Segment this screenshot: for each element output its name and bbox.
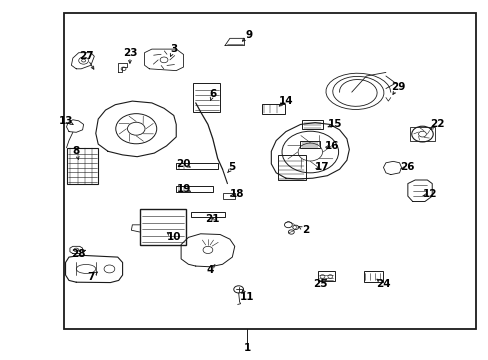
Text: 13: 13 xyxy=(59,116,74,126)
Bar xyxy=(176,163,217,168)
Text: 7: 7 xyxy=(87,272,94,282)
Bar xyxy=(317,271,334,282)
Text: 19: 19 xyxy=(176,184,190,194)
Text: 18: 18 xyxy=(229,189,244,199)
Text: 21: 21 xyxy=(205,215,220,224)
Text: 15: 15 xyxy=(327,120,341,129)
Bar xyxy=(222,193,234,199)
Text: 25: 25 xyxy=(312,279,326,289)
Bar xyxy=(300,140,319,148)
Text: 28: 28 xyxy=(71,248,86,258)
Text: 11: 11 xyxy=(239,292,254,302)
Bar xyxy=(64,13,475,329)
Text: 16: 16 xyxy=(325,141,339,151)
Text: 2: 2 xyxy=(301,225,308,235)
Text: 17: 17 xyxy=(315,162,329,172)
Text: 8: 8 xyxy=(73,146,80,156)
Text: 23: 23 xyxy=(122,48,137,58)
Bar xyxy=(409,127,434,140)
Text: 5: 5 xyxy=(228,162,235,172)
Text: 1: 1 xyxy=(243,343,250,353)
Bar xyxy=(176,186,212,192)
Bar xyxy=(66,148,98,184)
Text: 29: 29 xyxy=(390,82,405,92)
Bar xyxy=(190,212,224,217)
Bar xyxy=(277,155,305,180)
Text: 3: 3 xyxy=(170,44,177,54)
Bar xyxy=(302,120,322,129)
Text: 27: 27 xyxy=(79,51,93,61)
Text: 6: 6 xyxy=(209,89,216,99)
Text: 10: 10 xyxy=(166,232,181,242)
Bar xyxy=(140,209,185,244)
Text: 26: 26 xyxy=(400,162,414,172)
Text: 4: 4 xyxy=(206,265,214,275)
Text: 22: 22 xyxy=(429,120,444,129)
Text: 12: 12 xyxy=(422,189,436,199)
Bar xyxy=(193,83,220,112)
Text: 20: 20 xyxy=(176,159,190,169)
Text: 9: 9 xyxy=(245,30,252,40)
Text: 24: 24 xyxy=(375,279,390,289)
Bar xyxy=(261,104,285,114)
Bar xyxy=(363,271,383,282)
Text: 14: 14 xyxy=(278,96,293,106)
